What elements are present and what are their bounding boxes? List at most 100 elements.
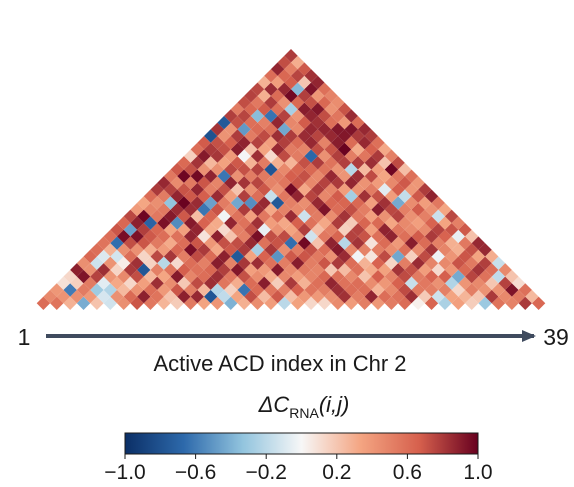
heatmap-cell (351, 196, 365, 210)
heatmap-cell (304, 162, 318, 177)
heatmap-cell (190, 182, 204, 197)
heatmap-cell (431, 196, 445, 210)
heatmap-cell (163, 169, 178, 183)
heatmap-cell (344, 229, 358, 244)
heatmap-cell (130, 269, 144, 284)
heatmap-cell (304, 202, 318, 217)
heatmap-cell (378, 223, 392, 237)
heatmap-cell (257, 169, 271, 183)
heatmap-cell (297, 129, 312, 143)
heatmap-cell (304, 216, 318, 230)
heatmap-cell (210, 256, 225, 270)
heatmap-cell (150, 236, 164, 250)
heatmap-cell (210, 176, 225, 190)
heatmap-cell (485, 249, 499, 264)
heatmap-cell (364, 182, 378, 197)
heatmap-cell (90, 256, 104, 270)
heatmap-cell (331, 109, 345, 123)
heatmap-cell (257, 156, 271, 170)
heatmap-cell (344, 296, 358, 310)
heatmap-cell (391, 223, 405, 237)
heatmap-cell (90, 296, 104, 310)
heatmap-cell (451, 256, 465, 270)
heatmap-cell (364, 223, 378, 237)
heatmap-cell (224, 256, 238, 270)
heatmap-cell (351, 209, 365, 223)
heatmap-cell (357, 162, 372, 177)
heatmap-cell (337, 102, 352, 116)
heatmap-cell (478, 283, 492, 297)
heatmap-cell (344, 109, 358, 123)
heatmap-cell (177, 196, 191, 210)
heatmap-cell (204, 182, 218, 197)
heatmap-cell (291, 229, 305, 244)
heatmap-cell (137, 276, 151, 290)
heatmap-cell (371, 296, 385, 310)
heatmap-cell (384, 202, 399, 217)
heatmap-cell (237, 243, 251, 257)
heatmap-cell (217, 209, 231, 223)
heatmap-cell (163, 236, 178, 250)
heatmap-cell (411, 189, 425, 203)
heatmap-cell (357, 243, 372, 257)
index-axis: 1 39 Active ACD index in Chr 2 (18, 324, 569, 376)
heatmap-cell (270, 182, 285, 197)
heatmap-cell (204, 289, 218, 304)
heatmap-cell (250, 109, 265, 123)
heatmap-cell (284, 142, 298, 157)
heatmap-cell (317, 243, 332, 257)
heatmap-cell (384, 216, 399, 230)
heatmap-cell (451, 283, 465, 297)
heatmap-cell (237, 162, 251, 177)
heatmap-cell (357, 283, 372, 297)
heatmap-cell (324, 236, 338, 250)
heatmap-cell (130, 243, 144, 257)
heatmap-cell (424, 189, 439, 203)
heatmap-cell (204, 209, 218, 223)
heatmap-cell (317, 136, 332, 150)
heatmap-cell (518, 283, 532, 297)
heatmap-cell (357, 202, 372, 217)
heatmap-cell (284, 223, 298, 237)
heatmap-cell (317, 109, 332, 123)
heatmap-cell (337, 209, 352, 223)
heatmap-cell (357, 296, 372, 310)
heatmap-cell (177, 236, 191, 250)
heatmap-cell (76, 296, 91, 310)
heatmap-cell (83, 249, 97, 264)
heatmap-cell (284, 209, 298, 223)
heatmap-cell (277, 162, 291, 177)
heatmap-cell (391, 209, 405, 223)
heatmap-cell (150, 182, 164, 197)
heatmap-cell (63, 296, 77, 310)
heatmap-cell (378, 182, 392, 197)
heatmap-cell (471, 236, 486, 250)
heatmap-cell (277, 229, 291, 244)
heatmap-cell (297, 182, 312, 197)
heatmap-cell (311, 129, 325, 143)
heatmap-cell (311, 156, 325, 170)
heatmap-cell (197, 229, 211, 244)
heatmap-cell (183, 229, 198, 244)
heatmap-cell (237, 283, 251, 297)
heatmap-cell (451, 229, 465, 244)
heatmap-cell (264, 243, 278, 257)
heatmap-cell (250, 256, 265, 270)
heatmap-cell (331, 243, 345, 257)
heatmap-cell (297, 142, 312, 157)
heatmap-cell (297, 209, 312, 223)
axis-end-label: 39 (543, 324, 569, 350)
heatmap-cell (76, 269, 91, 284)
heatmap-cell (371, 189, 385, 203)
heatmap-cell (344, 269, 358, 284)
heatmap-cell (297, 156, 312, 170)
heatmap-cell (418, 236, 432, 250)
heatmap-cell (230, 102, 245, 116)
heatmap-cell (264, 202, 278, 217)
heatmap-cell (451, 269, 465, 284)
heatmap-cell (183, 283, 198, 297)
heatmap-cell (291, 256, 305, 270)
heatmap-cell (270, 169, 285, 183)
heatmap-cell (244, 129, 258, 143)
heatmap-cell (297, 236, 312, 250)
